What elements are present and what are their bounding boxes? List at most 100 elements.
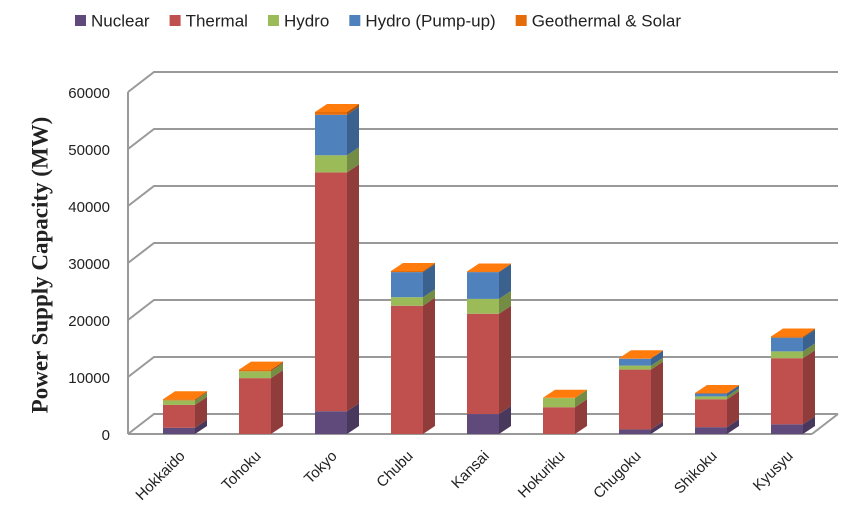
legend-swatch (515, 15, 527, 26)
bar-side (727, 391, 739, 428)
bar-side (499, 263, 511, 273)
bar-side (499, 305, 511, 415)
bar-side (423, 264, 435, 298)
y-tick-label: 50000 (68, 142, 110, 159)
bar (315, 111, 347, 115)
bar-side (423, 289, 435, 306)
legend-label: Hydro (Pump-up) (365, 11, 495, 30)
bar-side (651, 350, 663, 366)
bar-side (347, 164, 359, 412)
legend-label: Hydro (284, 11, 329, 30)
grid-line (127, 128, 838, 150)
bar (467, 313, 499, 415)
y-tick-label: 20000 (68, 313, 110, 330)
bar-side (651, 357, 663, 370)
bar (619, 358, 651, 366)
grid-line (127, 71, 838, 93)
bar (163, 400, 195, 405)
x-tick-label: Chubu (373, 448, 416, 491)
y-tick-label: 0 (102, 427, 110, 444)
bar-top (543, 389, 587, 398)
y-axis-label: Power Supply Capacity (MW) (27, 117, 52, 414)
bar-side (347, 106, 359, 156)
legend-swatch (169, 15, 181, 26)
bar-side (651, 361, 663, 430)
grid-line (127, 242, 838, 264)
bar (771, 351, 803, 359)
bar (391, 305, 423, 434)
bar-top (467, 263, 511, 272)
bar-side (575, 389, 587, 399)
bar-side (347, 147, 359, 173)
bar (695, 427, 727, 434)
x-tick-label: Hokuriku (515, 448, 569, 502)
legend-swatch (267, 15, 279, 26)
floor-edge (811, 413, 839, 435)
bar (619, 369, 651, 430)
bar-side (347, 403, 359, 434)
x-tick-label: Tohoku (218, 448, 264, 494)
grid-line (127, 299, 838, 321)
bar-side (651, 421, 663, 434)
bar-side (727, 419, 739, 434)
bar (239, 369, 271, 372)
bar (315, 411, 347, 434)
bar-side (727, 385, 739, 397)
bar-side (271, 370, 283, 434)
bar-side (499, 290, 511, 314)
bar (695, 399, 727, 428)
y-tick-label: 30000 (68, 256, 110, 273)
bar-top (771, 328, 815, 337)
bar-side (195, 392, 207, 405)
legend-label: Nuclear (91, 11, 150, 30)
bar (771, 358, 803, 425)
bar-side (195, 391, 207, 401)
bar-side (727, 388, 739, 400)
bar-side (803, 329, 815, 352)
bar (163, 427, 195, 434)
bar-side (575, 390, 587, 408)
bar (771, 424, 803, 434)
bar (391, 270, 423, 273)
bar-side (271, 363, 283, 379)
legend-label: Thermal (186, 11, 248, 30)
bar (619, 358, 651, 359)
bar (543, 407, 575, 434)
bar (315, 172, 347, 412)
bar (467, 298, 499, 314)
bar-side (575, 399, 587, 434)
grid-line (127, 413, 838, 435)
legend-swatch (349, 15, 361, 26)
bar (695, 393, 727, 397)
bar (695, 392, 727, 394)
y-tick-label: 10000 (68, 370, 110, 387)
bar (163, 399, 195, 401)
bar-top (695, 384, 739, 393)
y-tick-label: 60000 (68, 85, 110, 102)
bar-side (803, 343, 815, 359)
bar-side (423, 262, 435, 273)
x-tick-label: Tokyo (301, 448, 341, 488)
x-tick-label: Shikoku (671, 448, 721, 498)
bar (543, 398, 575, 408)
bar (771, 337, 803, 352)
bar (619, 365, 651, 370)
bar (467, 272, 499, 299)
bar (467, 271, 499, 273)
grid-line (127, 185, 838, 207)
bar-side (499, 264, 511, 299)
bar (239, 378, 271, 434)
bar (163, 404, 195, 428)
bar-side (195, 419, 207, 434)
bar-side (271, 361, 283, 372)
x-tick-label: Hokkaido (132, 448, 188, 504)
bar-side (803, 328, 815, 338)
bar-side (727, 384, 739, 394)
bar-side (803, 350, 815, 425)
legend-swatch (75, 15, 86, 26)
bar-side (195, 396, 207, 428)
bar (619, 429, 651, 434)
x-tick-label: Kansai (448, 448, 492, 492)
bar-top (239, 361, 283, 370)
